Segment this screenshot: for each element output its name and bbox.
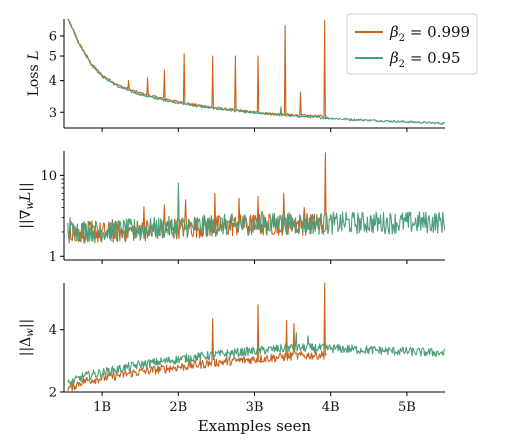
- x-tick-label: 4B: [322, 400, 340, 415]
- y-tick-label: 4: [49, 323, 57, 338]
- y-axis-label: ||∇wL||: [18, 182, 36, 229]
- x-tick-label: 1B: [93, 400, 111, 415]
- x-axis-label: Examples seen: [198, 417, 312, 435]
- y-tick-label: 6: [49, 29, 57, 44]
- plot-area: [67, 18, 445, 125]
- series-line-beta-095: [67, 18, 445, 125]
- panel-update-norm: 2 4 1B 2B 3B 4B 5B ||Δw|| Examples seen: [18, 282, 445, 435]
- legend-label: β2 = 0.95: [389, 49, 461, 70]
- x-tick-label: 5B: [398, 400, 416, 415]
- legend: β2 = 0.999 β2 = 0.95: [346, 13, 478, 75]
- y-tick-label: 2: [49, 386, 57, 401]
- x-tick-label: 3B: [246, 400, 264, 415]
- series-line-beta-0999: [67, 282, 327, 392]
- series-line-beta-095: [67, 182, 445, 243]
- y-tick-label: 4: [49, 74, 57, 89]
- y-axis-label: ||Δw||: [18, 319, 36, 357]
- plot-area: [67, 152, 445, 244]
- panel-loss: 3 4 5 6 Loss L β2 = 0.999 β2 = 0.95: [26, 13, 478, 132]
- y-tick-label: 10: [40, 169, 57, 184]
- series-line-beta-0999: [67, 18, 327, 118]
- series-line-beta-095: [67, 332, 445, 387]
- y-tick-label: 1: [49, 250, 57, 265]
- y-tick-label: 5: [49, 50, 57, 65]
- plot-area: [67, 282, 445, 392]
- x-tick-label: 2B: [169, 400, 187, 415]
- legend-label: β2 = 0.999: [389, 23, 470, 44]
- panel-grad-norm: 1 10 ||∇wL||: [18, 151, 445, 265]
- y-axis-label: Loss L: [26, 51, 42, 97]
- y-tick-label: 3: [49, 106, 57, 121]
